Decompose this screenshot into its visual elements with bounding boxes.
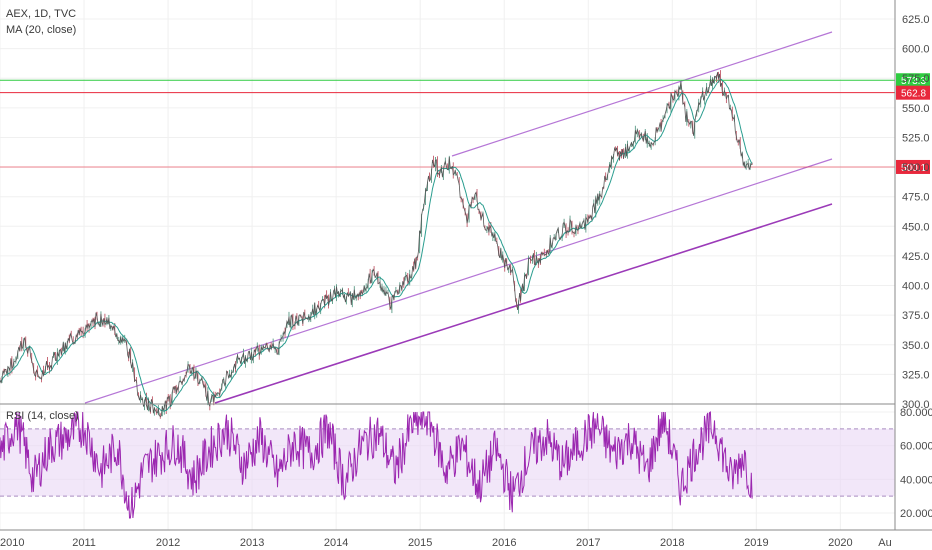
y-tick-label: 325.0 [902,369,930,381]
y-tick-label: 500.0 [902,162,930,174]
level-value: 562.8 [901,89,926,100]
x-tick-label: 2012 [156,537,180,549]
rsi-axis: 20.0000 40.0000 60.0000 80.0000 [900,407,932,520]
rsi-tick-label: 80.0000 [900,407,932,419]
price-line [0,72,753,418]
x-tick-label: 2016 [492,537,516,549]
x-tick-label: 2014 [324,537,348,549]
y-tick-label: 625.0 [902,14,930,26]
y-tick-label: 550.0 [902,103,930,115]
channel-upper-line [451,31,833,157]
rsi-tick-label: 40.0000 [900,474,932,486]
x-tick-label: 2019 [744,537,768,549]
channel-lower-line [214,203,833,404]
y-tick-label: 475.0 [902,192,930,204]
level-tag [896,73,930,88]
level-value: 573.3 [901,76,926,87]
x-tick-label: Au [878,537,891,549]
x-tick-label: 2010 [0,537,24,549]
y-tick-label: 525.0 [902,132,930,144]
rsi-line [0,411,753,519]
y-tick-label: 375.0 [902,310,930,322]
channel-middle-line [84,158,833,404]
x-tick-label: 2013 [240,537,264,549]
x-tick-label: 2020 [828,537,852,549]
x-tick-label: 2017 [576,537,600,549]
ma-legend: MA (20, close) [6,24,76,36]
x-tick-label: 2018 [660,537,684,549]
level-tag [896,159,930,174]
rsi-tick-label: 60.0000 [900,441,932,453]
y-tick-label: 350.0 [902,340,930,352]
level-value: 500.1 [901,163,926,174]
y-tick-label: 575.0 [902,73,930,85]
rsi-band [0,428,895,497]
rsi-tick-label: 20.0000 [900,508,932,520]
x-tick-label: 2015 [408,537,432,549]
rsi-title: RSI (14, close) [6,410,79,422]
y-tick-label: 450.0 [902,221,930,233]
x-tick-label: 2011 [72,537,96,549]
y-tick-label: 425.0 [902,251,930,263]
chart-title: AEX, 1D, TVC [6,8,76,20]
level-tag [896,85,930,100]
y-tick-label: 400.0 [902,281,930,293]
time-axis: 2010 2011 2012 2013 2014 2015 2016 2017 2018 2019… [0,537,892,549]
price-axis: 300.0 325.0 350.0 375.0 400.0 425.0 450.0 475.0… [902,14,930,411]
y-tick-label: 300.0 [902,399,930,411]
y-tick-label: 600.0 [902,44,930,56]
